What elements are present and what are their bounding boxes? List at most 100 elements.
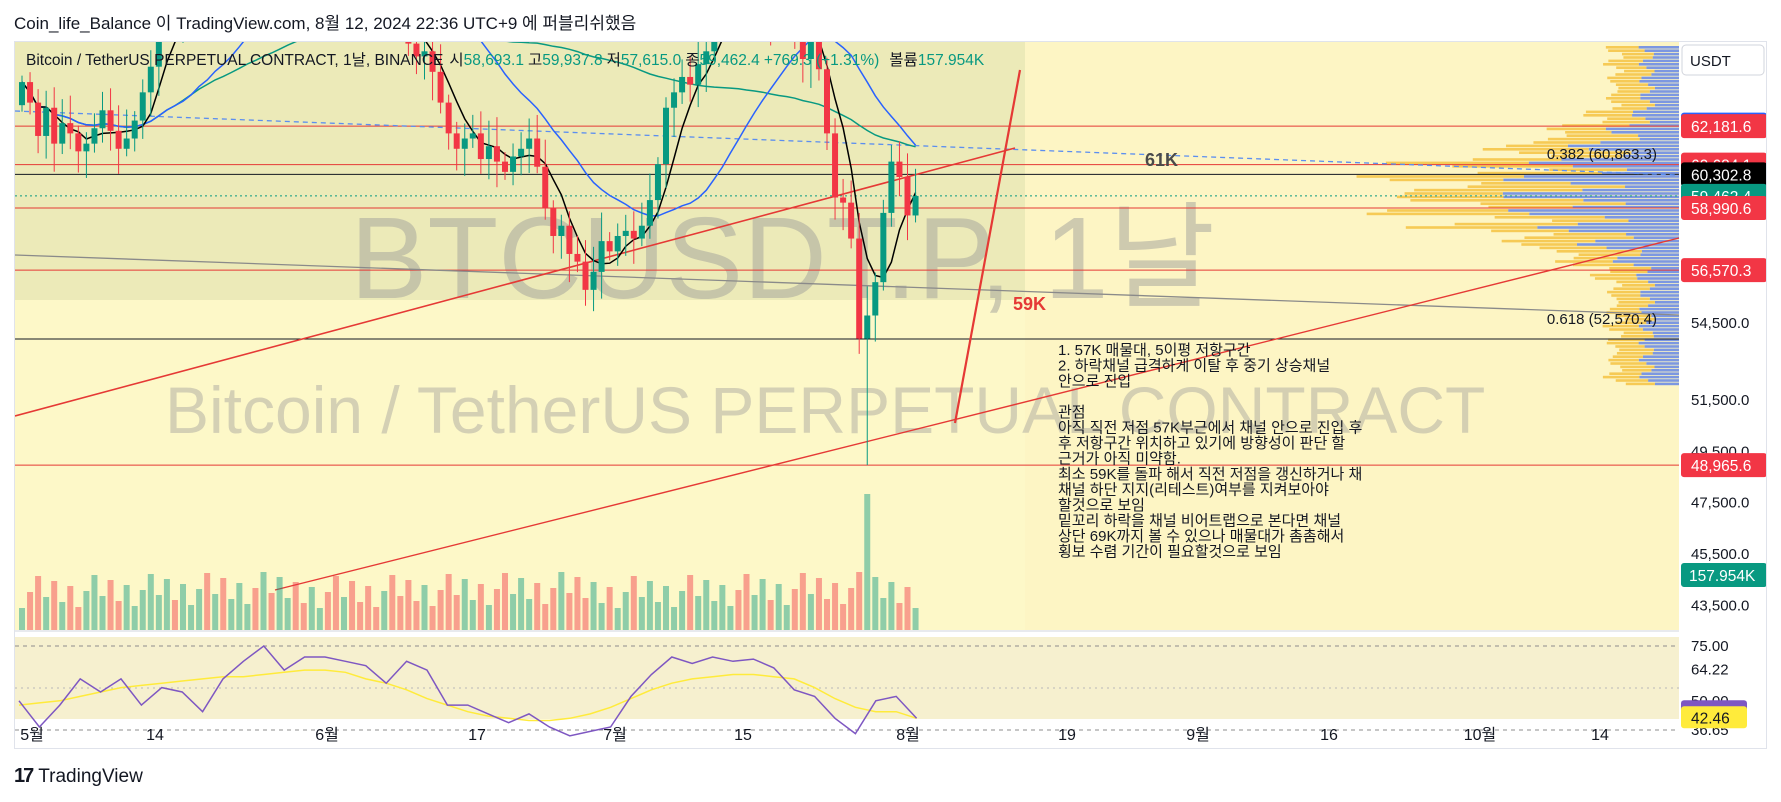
time-tick-label[interactable]: 5월 bbox=[20, 726, 44, 744]
profile-bar-down bbox=[1649, 287, 1679, 290]
time-tick-label[interactable]: 16 bbox=[1320, 727, 1338, 744]
volume-bar bbox=[268, 593, 275, 630]
candle-body bbox=[815, 42, 822, 70]
price-axis[interactable]: 54,500.051,500.049,500.047,500.045,500.0… bbox=[1681, 112, 1767, 615]
profile-bar-up bbox=[1621, 52, 1654, 56]
price-badge[interactable] bbox=[1681, 114, 1767, 139]
volume-bar bbox=[171, 600, 178, 630]
profile-bar-down bbox=[1651, 369, 1679, 372]
volume-bar bbox=[880, 598, 887, 630]
price-tick-label[interactable]: 47,500.0 bbox=[1691, 495, 1749, 512]
note-line: 최소 59K를 돌파 해서 직전 저점을 갱신하거나 채 bbox=[1058, 466, 1362, 483]
volume-bar bbox=[67, 586, 74, 630]
price-badge[interactable] bbox=[1681, 453, 1767, 478]
time-tick-label[interactable]: 7월 bbox=[603, 726, 627, 744]
price-badge-label[interactable]: 62,181.6 bbox=[1691, 119, 1751, 136]
profile-bar-down bbox=[1641, 76, 1679, 80]
profile-bar-up bbox=[1608, 59, 1643, 63]
volume-bar bbox=[276, 577, 283, 630]
volume-bar bbox=[679, 591, 686, 630]
price-badge[interactable] bbox=[1681, 196, 1767, 221]
currency-label[interactable]: USDT bbox=[1690, 53, 1731, 70]
rsi-tick-label[interactable]: 75.00 bbox=[1691, 638, 1729, 655]
tradingview-logo-icon: 17 bbox=[14, 765, 34, 787]
volume-bar bbox=[107, 580, 114, 630]
volume-bar bbox=[502, 573, 508, 630]
price-badge-label[interactable]: 60,302.8 bbox=[1691, 167, 1751, 184]
chart-frame[interactable]: BTCUSDT.P, 1날 Bitcoin / TetherUS PERPETU… bbox=[14, 41, 1767, 749]
candle-body bbox=[566, 225, 573, 254]
rsi-tick-label[interactable]: 64.22 bbox=[1691, 662, 1729, 679]
rsi-badge[interactable] bbox=[1681, 706, 1747, 729]
volume-bar bbox=[453, 595, 460, 630]
channel-upper-line bbox=[15, 147, 1016, 417]
volume-value: 157.954K bbox=[918, 52, 985, 69]
time-tick-label[interactable]: 14 bbox=[146, 727, 164, 744]
time-tick-label[interactable]: 6월 bbox=[315, 726, 339, 744]
price-tick-label[interactable]: 51,500.0 bbox=[1691, 392, 1749, 409]
price-badge[interactable] bbox=[1681, 162, 1767, 187]
rsi-pane-bg bbox=[15, 637, 1679, 719]
volume-bar bbox=[574, 577, 581, 630]
volume-badge[interactable] bbox=[1681, 563, 1767, 587]
profile-bar-down bbox=[1638, 46, 1679, 49]
volume-bar bbox=[83, 591, 90, 630]
price-badge[interactable] bbox=[1681, 258, 1767, 283]
profile-bar-up bbox=[1609, 307, 1640, 311]
profile-bar-down bbox=[1654, 284, 1679, 287]
volume-bar bbox=[614, 608, 621, 630]
time-tick-label[interactable]: 14 bbox=[1591, 727, 1609, 744]
volume-bar bbox=[27, 592, 34, 630]
price-badge-label[interactable]: 48,965.6 bbox=[1691, 458, 1751, 475]
rsi-badge-label[interactable]: 42.46 bbox=[1691, 710, 1730, 727]
profile-bar-down bbox=[1640, 253, 1679, 256]
profile-bar-down bbox=[1642, 59, 1679, 63]
profile-bar-up bbox=[1603, 63, 1639, 66]
symbol-legend: Bitcoin / TetherUS PERPETUAL CONTRACT, 1… bbox=[26, 51, 985, 69]
price-tick-label[interactable]: 43,500.0 bbox=[1691, 597, 1749, 614]
volume-badge-label[interactable]: 157.954K bbox=[1689, 568, 1756, 585]
candle-body bbox=[904, 176, 911, 216]
time-tick-label[interactable]: 9월 bbox=[1186, 726, 1210, 744]
profile-bar-down bbox=[1604, 216, 1679, 219]
profile-bar-down bbox=[1646, 66, 1679, 69]
candle-body bbox=[590, 271, 597, 290]
price-tick-label[interactable]: 54,500.0 bbox=[1691, 315, 1749, 332]
profile-bar-down bbox=[1576, 243, 1679, 246]
volume-bar bbox=[292, 582, 299, 630]
volume-bar bbox=[799, 573, 806, 630]
volume-bar bbox=[807, 594, 814, 630]
time-tick-label[interactable]: 17 bbox=[468, 727, 486, 744]
candle-body bbox=[461, 138, 468, 149]
profile-bar-up bbox=[1396, 195, 1504, 199]
time-tick-label[interactable]: 8월 bbox=[896, 726, 920, 744]
profile-bar-up bbox=[1566, 134, 1639, 137]
watermark-small: Bitcoin / TetherUS PERPETUAL CONTRACT bbox=[165, 373, 1485, 447]
price-badge-label[interactable]: 58,990.6 bbox=[1691, 201, 1751, 218]
time-tick-label[interactable]: 10월 bbox=[1464, 726, 1497, 744]
profile-bar-down bbox=[1640, 97, 1679, 100]
volume-bar bbox=[840, 604, 847, 630]
candle-body bbox=[83, 143, 90, 152]
chart-svg[interactable]: BTCUSDT.P, 1날 Bitcoin / TetherUS PERPETU… bbox=[15, 42, 1767, 749]
tradingview-logo[interactable]: 17 TradingView bbox=[14, 765, 143, 788]
profile-bar-up bbox=[1611, 294, 1641, 297]
currency-button[interactable]: USDT bbox=[1681, 44, 1765, 76]
candle-body bbox=[679, 76, 686, 93]
volume-bars bbox=[19, 494, 919, 630]
price-tick-label[interactable]: 45,500.0 bbox=[1691, 546, 1749, 563]
candle-body bbox=[59, 123, 66, 144]
time-axis[interactable]: 5월 14 6월 17 7월 15 8월 19 9월 16 10월 14 bbox=[20, 726, 1609, 744]
volume-bar bbox=[308, 587, 315, 630]
volume-bar bbox=[485, 605, 492, 630]
profile-bar-up bbox=[1616, 297, 1650, 301]
candle-body bbox=[848, 202, 855, 239]
time-tick-label[interactable]: 19 bbox=[1058, 727, 1076, 744]
volume-bar bbox=[139, 590, 146, 630]
profile-bar-up bbox=[1611, 93, 1641, 97]
time-tick-label[interactable]: 15 bbox=[734, 727, 752, 744]
volume-bar bbox=[743, 574, 750, 630]
price-badge-label[interactable]: 56,570.3 bbox=[1691, 263, 1751, 280]
level-59k-label: 59K bbox=[1013, 294, 1046, 314]
